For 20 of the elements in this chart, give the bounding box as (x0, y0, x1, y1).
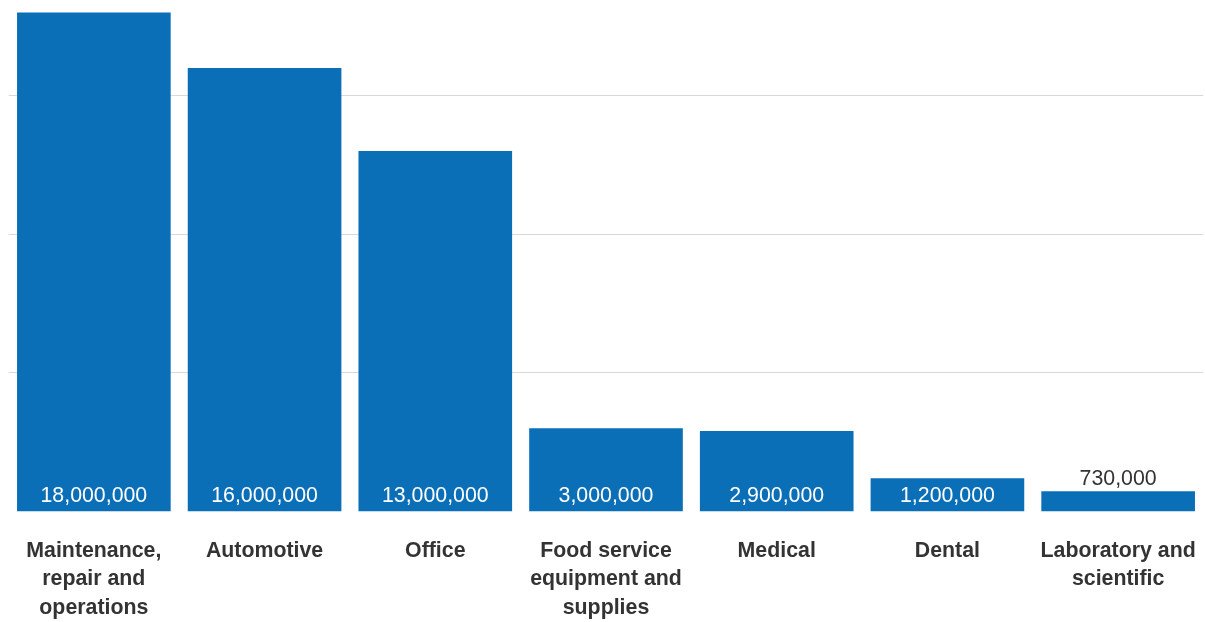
x-tick-label: Maintenance, repair and operations (26, 537, 162, 620)
bar (1041, 491, 1195, 512)
x-tick-label: Automotive (205, 537, 324, 562)
data-label: 2,900,000 (729, 482, 825, 507)
data-label: 18,000,000 (40, 482, 148, 507)
bar (699, 431, 854, 512)
data-label: 3,000,000 (558, 482, 654, 507)
x-tick-label: Dental (914, 537, 981, 562)
x-tick-label: Laboratory and scientific (1040, 537, 1196, 591)
bar (17, 12, 171, 512)
x-tick-label: Medical (737, 537, 816, 562)
x-tick-label: Food service equipment and supplies (530, 537, 682, 620)
x-tick-label: Office (405, 537, 466, 562)
data-label: 730,000 (1079, 466, 1157, 491)
data-label: 13,000,000 (381, 482, 489, 507)
bar (358, 151, 513, 512)
bar (529, 428, 683, 512)
bar (187, 67, 342, 512)
data-label: 16,000,000 (211, 482, 319, 507)
data-label: 1,200,000 (899, 482, 996, 507)
